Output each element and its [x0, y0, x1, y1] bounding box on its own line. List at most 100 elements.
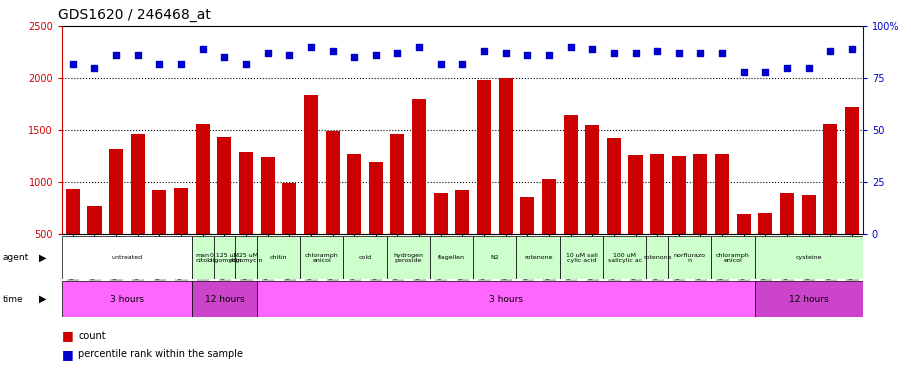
- Point: [801, 65, 815, 71]
- Point: [650, 48, 664, 54]
- Bar: [261, 158, 274, 234]
- Text: GSM85645: GSM85645: [522, 237, 531, 279]
- Text: untreated: untreated: [111, 255, 142, 260]
- Text: GSM85662: GSM85662: [846, 237, 855, 279]
- Bar: [239, 152, 252, 234]
- Text: time: time: [3, 295, 24, 304]
- Text: rotenone: rotenone: [642, 255, 670, 260]
- Text: flagellen: flagellen: [437, 255, 465, 260]
- Point: [455, 61, 469, 67]
- Text: GSM85641: GSM85641: [111, 237, 120, 279]
- Bar: [130, 135, 145, 234]
- Text: chloramph
enicol: chloramph enicol: [304, 253, 338, 263]
- Point: [174, 61, 189, 67]
- Text: norflurazo
n: norflurazo n: [673, 253, 705, 263]
- Point: [628, 50, 642, 56]
- Text: GSM85628: GSM85628: [198, 237, 207, 278]
- Point: [584, 46, 599, 52]
- Text: GSM85627: GSM85627: [457, 237, 466, 279]
- Bar: [191, 236, 213, 279]
- Bar: [300, 236, 343, 279]
- Text: GSM85642: GSM85642: [133, 237, 142, 279]
- Text: 10 uM sali
cylic acid: 10 uM sali cylic acid: [565, 253, 597, 263]
- Text: GSM85636: GSM85636: [371, 237, 380, 279]
- Point: [281, 53, 296, 58]
- Point: [497, 50, 512, 56]
- Bar: [563, 115, 577, 234]
- Bar: [844, 107, 858, 234]
- Bar: [386, 236, 429, 279]
- Bar: [62, 281, 191, 317]
- Text: GSM85632: GSM85632: [284, 237, 293, 279]
- Point: [541, 53, 556, 58]
- Bar: [281, 183, 296, 234]
- Bar: [692, 154, 707, 234]
- Bar: [823, 124, 836, 234]
- Bar: [217, 136, 231, 234]
- Bar: [498, 78, 512, 234]
- Text: GSM85634: GSM85634: [328, 237, 337, 279]
- Bar: [87, 206, 101, 234]
- Point: [260, 50, 274, 56]
- Text: GSM85651: GSM85651: [652, 237, 661, 279]
- Text: GSM85646: GSM85646: [544, 237, 553, 279]
- Text: GSM85635: GSM85635: [349, 237, 358, 279]
- Point: [346, 54, 361, 60]
- Point: [217, 54, 231, 60]
- Bar: [585, 125, 599, 234]
- Text: cysteine: cysteine: [794, 255, 821, 260]
- Text: GSM85656: GSM85656: [717, 237, 726, 279]
- Text: GSM85639: GSM85639: [68, 237, 77, 279]
- Text: GSM85630: GSM85630: [241, 237, 251, 279]
- Text: GSM85658: GSM85658: [760, 237, 769, 279]
- Text: agent: agent: [3, 254, 29, 262]
- Text: ▶: ▶: [39, 253, 46, 263]
- Point: [412, 44, 426, 50]
- Bar: [602, 236, 646, 279]
- Text: GSM85648: GSM85648: [587, 237, 596, 279]
- Bar: [628, 155, 642, 234]
- Text: GSM85631: GSM85631: [262, 237, 271, 279]
- Bar: [519, 197, 534, 234]
- Point: [606, 50, 620, 56]
- Text: GSM85659: GSM85659: [782, 237, 791, 279]
- Text: GSM85657: GSM85657: [739, 237, 747, 279]
- Bar: [368, 162, 383, 234]
- Bar: [753, 281, 862, 317]
- Point: [563, 44, 578, 50]
- Bar: [213, 236, 235, 279]
- Bar: [736, 214, 750, 234]
- Text: 12 hours: 12 hours: [788, 295, 827, 304]
- Point: [108, 53, 123, 58]
- Bar: [235, 236, 257, 279]
- Bar: [516, 236, 559, 279]
- Bar: [476, 80, 490, 234]
- Bar: [434, 193, 447, 234]
- Text: GSM85654: GSM85654: [177, 237, 185, 279]
- Bar: [174, 188, 188, 234]
- Point: [476, 48, 491, 54]
- Text: count: count: [78, 331, 106, 340]
- Bar: [473, 236, 516, 279]
- Point: [844, 46, 858, 52]
- Text: chitin: chitin: [270, 255, 287, 260]
- Bar: [646, 236, 667, 279]
- Text: GSM85643: GSM85643: [479, 237, 488, 279]
- Bar: [801, 195, 814, 234]
- Point: [195, 46, 210, 52]
- Text: 12 hours: 12 hours: [204, 295, 244, 304]
- Text: man
nitol: man nitol: [196, 253, 210, 263]
- Bar: [62, 236, 191, 279]
- Bar: [779, 193, 793, 234]
- Point: [130, 53, 145, 58]
- Bar: [606, 138, 620, 234]
- Text: GSM85629: GSM85629: [220, 237, 229, 279]
- Text: 1.25 uM
oligomycin: 1.25 uM oligomycin: [229, 253, 263, 263]
- Text: GSM85650: GSM85650: [630, 237, 640, 279]
- Bar: [325, 131, 339, 234]
- Bar: [257, 281, 753, 317]
- Point: [66, 61, 80, 67]
- Bar: [412, 99, 425, 234]
- Text: 0.125 uM
oligomycin: 0.125 uM oligomycin: [207, 253, 241, 263]
- Point: [390, 50, 404, 56]
